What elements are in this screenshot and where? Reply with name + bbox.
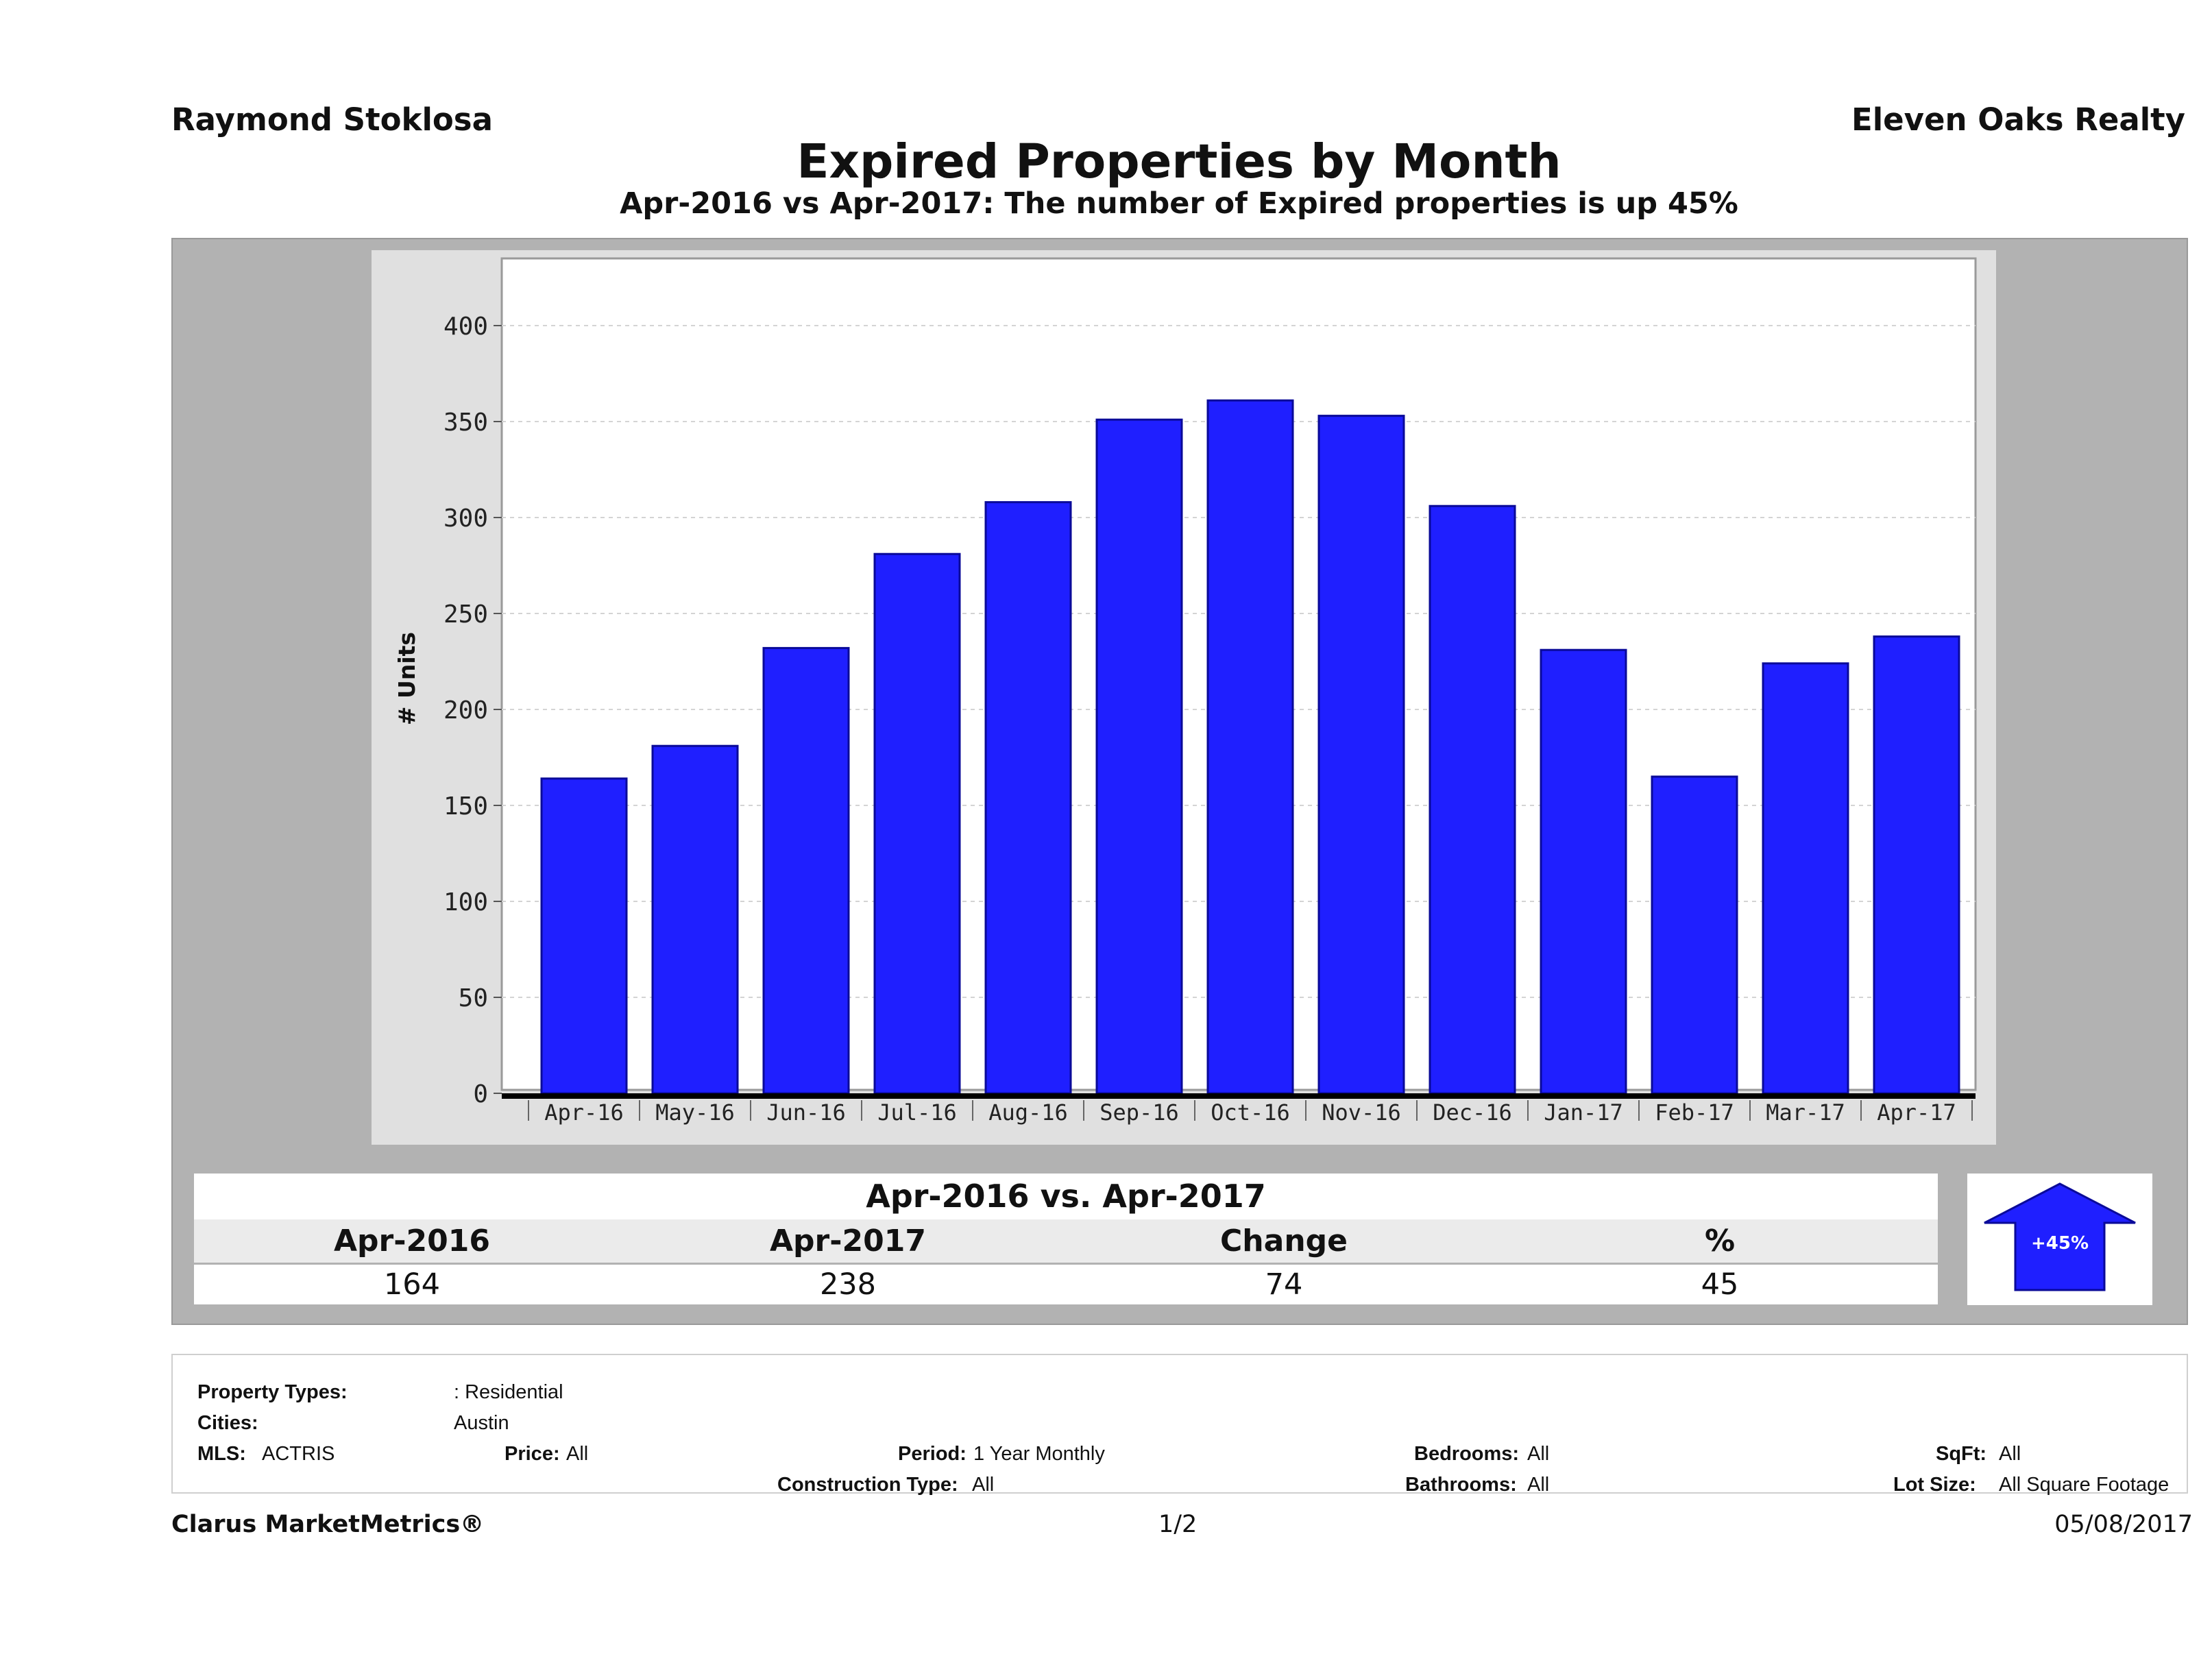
mls-value: ACTRIS <box>262 1443 335 1465</box>
bar <box>1762 662 1849 1095</box>
bedrooms-value: All <box>1527 1443 1550 1465</box>
summary-value-start: 164 <box>383 1267 441 1302</box>
mls-label: MLS: <box>197 1443 246 1465</box>
construction-type-value: All <box>972 1474 995 1496</box>
up-arrow-icon: +45% <box>1984 1182 2136 1291</box>
x-tick-label: Mar-17 <box>1766 1099 1845 1126</box>
x-tick-label: Dec-16 <box>1433 1099 1512 1126</box>
summary-label-row: Apr-2016 Apr-2017 Change % <box>194 1219 1938 1263</box>
bar-chart: 0 50 100 150 200 250 300 350 400 Apr-16 May-16 Jun… <box>393 257 1977 1126</box>
bathrooms-label: Bathrooms: <box>1405 1474 1517 1496</box>
page-number: 1/2 <box>1158 1511 1198 1538</box>
y-tick-label: 300 <box>443 504 488 533</box>
y-tick-label: 350 <box>443 409 488 437</box>
page-subtitle: Apr-2016 vs Apr-2017: The number of Expi… <box>620 186 1738 221</box>
y-tick-label: 250 <box>443 600 488 629</box>
summary-value-percent: 45 <box>1701 1267 1739 1302</box>
bar <box>540 777 628 1095</box>
x-tick-label: Apr-17 <box>1877 1099 1956 1126</box>
price-label: Price: <box>505 1443 560 1465</box>
x-tick-label: Aug-16 <box>988 1099 1068 1126</box>
property-types-label: Property Types: <box>197 1381 348 1403</box>
y-axis-label: # Units <box>393 632 420 725</box>
y-tick-label: 50 <box>459 984 488 1012</box>
summary-heading: Apr-2016 vs. Apr-2017 <box>194 1174 1938 1219</box>
x-tick-label: Apr-16 <box>544 1099 624 1126</box>
lot-size-value: All Square Footage <box>1999 1474 2170 1496</box>
period-label: Period: <box>898 1443 967 1465</box>
bar <box>984 501 1072 1095</box>
summary-label-change: Change <box>1220 1224 1348 1258</box>
company-name: Eleven Oaks Realty <box>1851 101 2185 138</box>
bars <box>540 399 1960 1095</box>
x-axis-ticks: Apr-16 May-16 Jun-16 Jul-16 Aug-16 Sep-16 Oct-… <box>528 1099 1973 1126</box>
bar <box>762 646 850 1095</box>
bar <box>1873 635 1960 1095</box>
x-tick-label: May-16 <box>655 1099 735 1126</box>
x-tick-label: Jun-16 <box>766 1099 846 1126</box>
cities-value: Austin <box>454 1412 509 1434</box>
lot-size-label: Lot Size: <box>1893 1474 1976 1496</box>
x-tick-label: Jul-16 <box>877 1099 957 1126</box>
page-title: Expired Properties by Month <box>797 134 1561 189</box>
sqft-label: SqFt: <box>1936 1443 1987 1465</box>
construction-type-label: Construction Type: <box>777 1474 958 1496</box>
x-tick-label: Jan-17 <box>1544 1099 1623 1126</box>
summary-label-percent: % <box>1704 1224 1736 1258</box>
bedrooms-label: Bedrooms: <box>1414 1443 1520 1465</box>
change-badge: +45% <box>1967 1174 2152 1305</box>
footer-brand: Clarus MarketMetrics® <box>171 1511 485 1538</box>
property-types-value: : Residential <box>454 1381 563 1403</box>
bar <box>651 744 739 1095</box>
cities-label: Cities: <box>197 1412 258 1434</box>
y-tick-label: 200 <box>443 696 488 725</box>
sqft-value: All <box>1999 1443 2021 1465</box>
y-tick-label: 0 <box>473 1080 488 1108</box>
agent-name: Raymond Stoklosa <box>171 101 493 138</box>
summary-value-row: 164 238 74 45 <box>194 1265 1938 1304</box>
summary-value-end: 238 <box>819 1267 877 1302</box>
search-criteria: Property Types: : Residential Cities: Au… <box>171 1354 2188 1496</box>
bar <box>1206 399 1294 1095</box>
bar <box>1651 775 1738 1095</box>
bar <box>1540 648 1627 1095</box>
period-value: 1 Year Monthly <box>973 1443 1105 1465</box>
bar <box>1317 415 1405 1095</box>
bar <box>1429 504 1516 1095</box>
x-tick-label: Oct-16 <box>1211 1099 1290 1126</box>
y-axis-ticks: 0 50 100 150 200 250 300 350 400 <box>443 313 502 1108</box>
summary-label-start: Apr-2016 <box>334 1224 490 1258</box>
x-tick-label: Nov-16 <box>1322 1099 1401 1126</box>
price-value: All <box>566 1443 589 1465</box>
x-tick-label: Sep-16 <box>1099 1099 1179 1126</box>
change-badge-label: +45% <box>2031 1233 2089 1254</box>
y-tick-label: 100 <box>443 888 488 916</box>
y-tick-label: 400 <box>443 313 488 341</box>
bar <box>873 552 961 1095</box>
bathrooms-value: All <box>1527 1474 1550 1496</box>
x-tick-label: Feb-17 <box>1655 1099 1734 1126</box>
bar <box>1095 418 1183 1095</box>
y-tick-label: 150 <box>443 792 488 820</box>
summary-label-end: Apr-2017 <box>770 1224 926 1258</box>
summary-value-change: 74 <box>1265 1267 1303 1302</box>
report-date: 05/08/2017 <box>2054 1511 2193 1538</box>
